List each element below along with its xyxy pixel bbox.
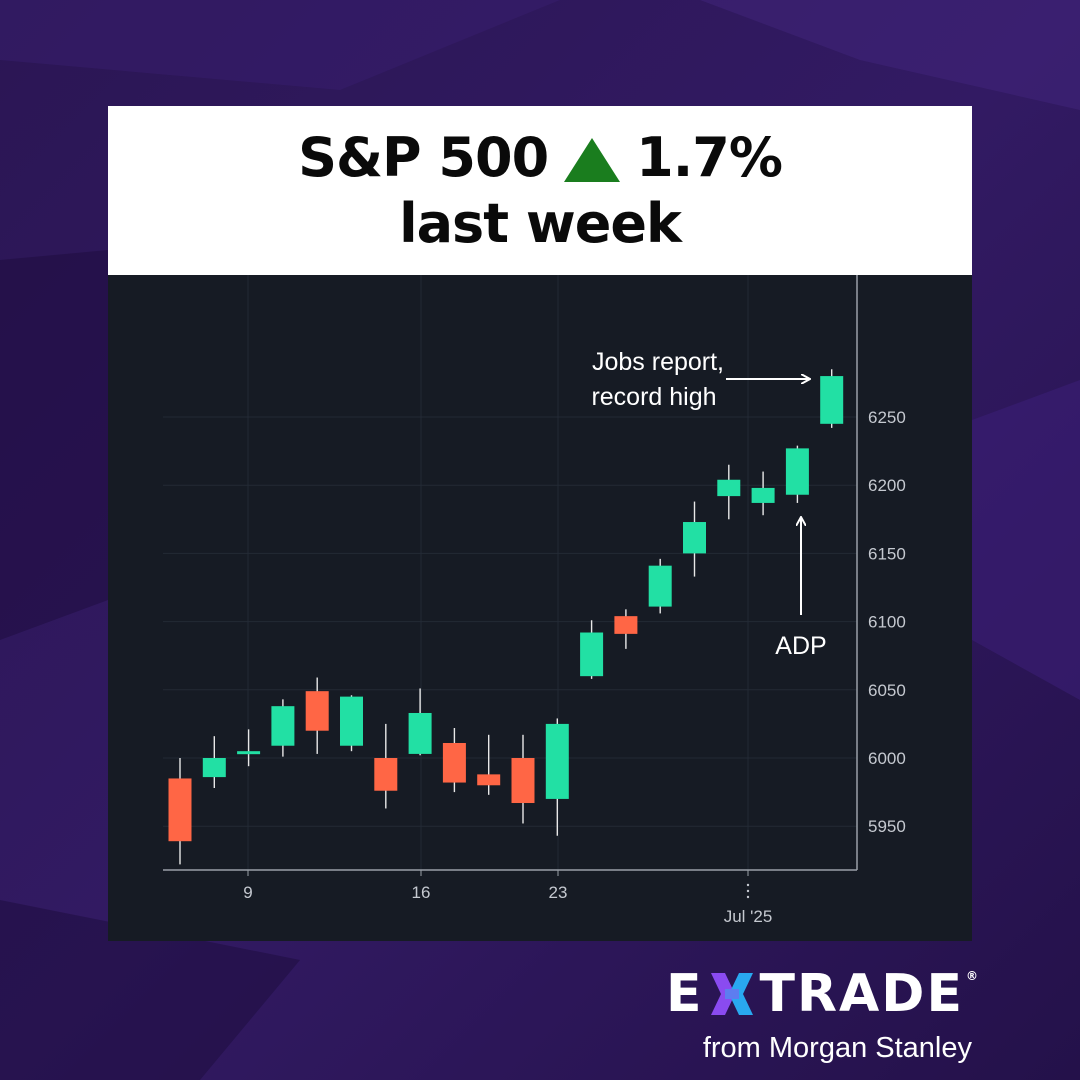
separator-dot [746, 883, 750, 887]
etrade-logo: E TRADE ® from Morgan Stanley [600, 962, 980, 1064]
brand-wordmark-left: E [666, 964, 704, 1024]
y-tick-label: 6000 [868, 749, 906, 768]
candle [648, 558, 672, 614]
candle-body [614, 616, 638, 634]
candle [820, 369, 844, 428]
candle [683, 501, 706, 577]
grid-lines [163, 275, 857, 870]
candle-body [340, 696, 363, 746]
annotation-adp: ADP [775, 632, 826, 660]
candle-body [237, 751, 261, 755]
candle-body [168, 778, 192, 842]
y-tick-label: 6250 [868, 408, 906, 427]
candle-body [785, 448, 809, 495]
candle [305, 677, 329, 754]
candle [751, 471, 775, 516]
candle [511, 734, 535, 824]
registered-mark: ® [966, 969, 980, 983]
headline-line-2: last week [399, 191, 682, 255]
candle-body [511, 758, 535, 804]
candle [614, 609, 638, 649]
annotation-jobs-line-1: Jobs report, [592, 348, 724, 376]
y-tick-label: 6100 [868, 613, 906, 632]
separator-dot [746, 895, 750, 899]
up-triangle-icon [564, 137, 621, 182]
candle-body [442, 742, 466, 783]
candle-body [374, 758, 398, 791]
separator-dot [746, 889, 750, 893]
headline-line-1: S&P 500 1.7% [298, 125, 783, 191]
brand-wordmark: E TRADE ® [666, 964, 980, 1024]
etrade-x-icon [710, 973, 753, 1015]
candle [202, 736, 226, 789]
candle [340, 695, 363, 752]
candle-body [683, 522, 706, 554]
candle [168, 758, 192, 865]
candle [545, 718, 569, 836]
candle [477, 734, 501, 795]
x-tick-label: 23 [549, 883, 568, 902]
chart-canvas: 5950 6000 6050 6100 6150 6200 6250 9 16 23 Jul '25… [163, 275, 906, 926]
y-tick-label: 5950 [868, 817, 906, 836]
candle-body [820, 376, 844, 424]
candle-body [717, 479, 741, 497]
x-tick-label: Jul '25 [724, 907, 773, 926]
candlestick-chart: 5950 6000 6050 6100 6150 6200 6250 9 16 23 Jul '25… [108, 275, 972, 941]
annotation-jobs-line-2: record high [591, 383, 716, 411]
axes: 5950 6000 6050 6100 6150 6200 6250 9 16 23 Jul '25 [163, 275, 906, 926]
candle-body [648, 565, 672, 607]
brand-wordmark-right: TRADE [759, 964, 964, 1024]
candle [717, 464, 741, 520]
candle [237, 729, 261, 767]
candle [580, 620, 604, 679]
candle-body [545, 723, 569, 799]
candle-body [271, 706, 295, 746]
headline-card: S&P 500 1.7% last week [108, 106, 972, 275]
y-tick-label: 6150 [868, 544, 906, 563]
brand-tagline: from Morgan Stanley [702, 1032, 972, 1064]
candle [785, 445, 809, 503]
y-tick-label: 6050 [868, 681, 906, 700]
candle-body [408, 712, 432, 754]
index-change: 1.7% [636, 125, 783, 189]
x-tick-label: 9 [243, 883, 252, 902]
y-tick-label: 6200 [868, 476, 906, 495]
x-tick-label: 16 [412, 883, 431, 902]
annotations: Jobs report, record high ADP [591, 348, 826, 660]
candle-body [580, 632, 604, 677]
candle-body [305, 691, 329, 731]
candle-body [477, 774, 501, 786]
candles [168, 369, 844, 865]
candle [271, 699, 295, 757]
candle [408, 688, 432, 756]
candle [442, 727, 466, 793]
candle-body [202, 758, 226, 778]
index-name: S&P 500 [298, 125, 549, 189]
candle-body [751, 487, 775, 503]
candle [374, 723, 398, 809]
